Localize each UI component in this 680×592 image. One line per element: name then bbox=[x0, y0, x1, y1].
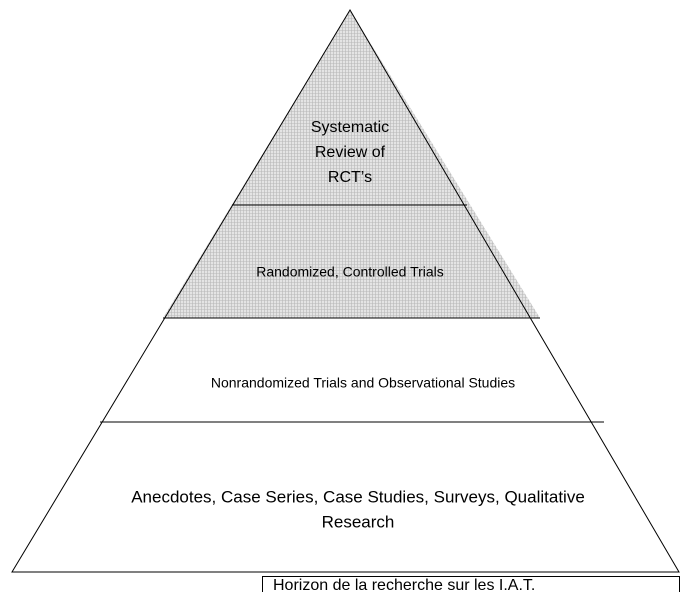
level-label: Research bbox=[322, 512, 395, 531]
level-label: Systematic bbox=[311, 119, 389, 136]
level-label: Anecdotes, Case Series, Case Studies, Su… bbox=[131, 487, 585, 506]
level-label: Randomized, Controlled Trials bbox=[256, 264, 444, 280]
caption: Horizon de la recherche sur les I.A.T. bbox=[273, 577, 535, 592]
shaded-top bbox=[163, 10, 540, 318]
level-label: RCT’s bbox=[328, 169, 372, 186]
level-label: Review of bbox=[315, 144, 386, 161]
level-label: Nonrandomized Trials and Observational S… bbox=[211, 375, 515, 391]
pyramid-outline bbox=[11, 9, 680, 573]
